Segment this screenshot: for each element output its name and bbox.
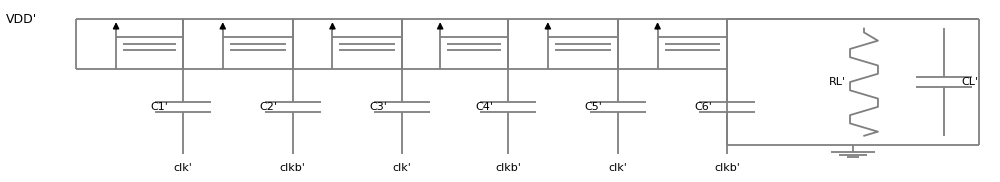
Text: C2': C2' (260, 102, 278, 112)
Text: VDD': VDD' (6, 13, 38, 26)
Text: C5': C5' (585, 102, 603, 112)
Text: C6': C6' (695, 102, 712, 112)
Text: clk': clk' (173, 163, 192, 173)
Text: clk': clk' (393, 163, 412, 173)
Text: clk': clk' (608, 163, 627, 173)
Text: CL': CL' (962, 77, 979, 87)
Text: clkb': clkb' (714, 163, 740, 173)
Text: C4': C4' (475, 102, 493, 112)
Text: C1': C1' (150, 102, 168, 112)
Text: C3': C3' (369, 102, 387, 112)
Text: clkb': clkb' (280, 163, 306, 173)
Text: clkb': clkb' (495, 163, 521, 173)
Text: RL': RL' (829, 77, 846, 87)
